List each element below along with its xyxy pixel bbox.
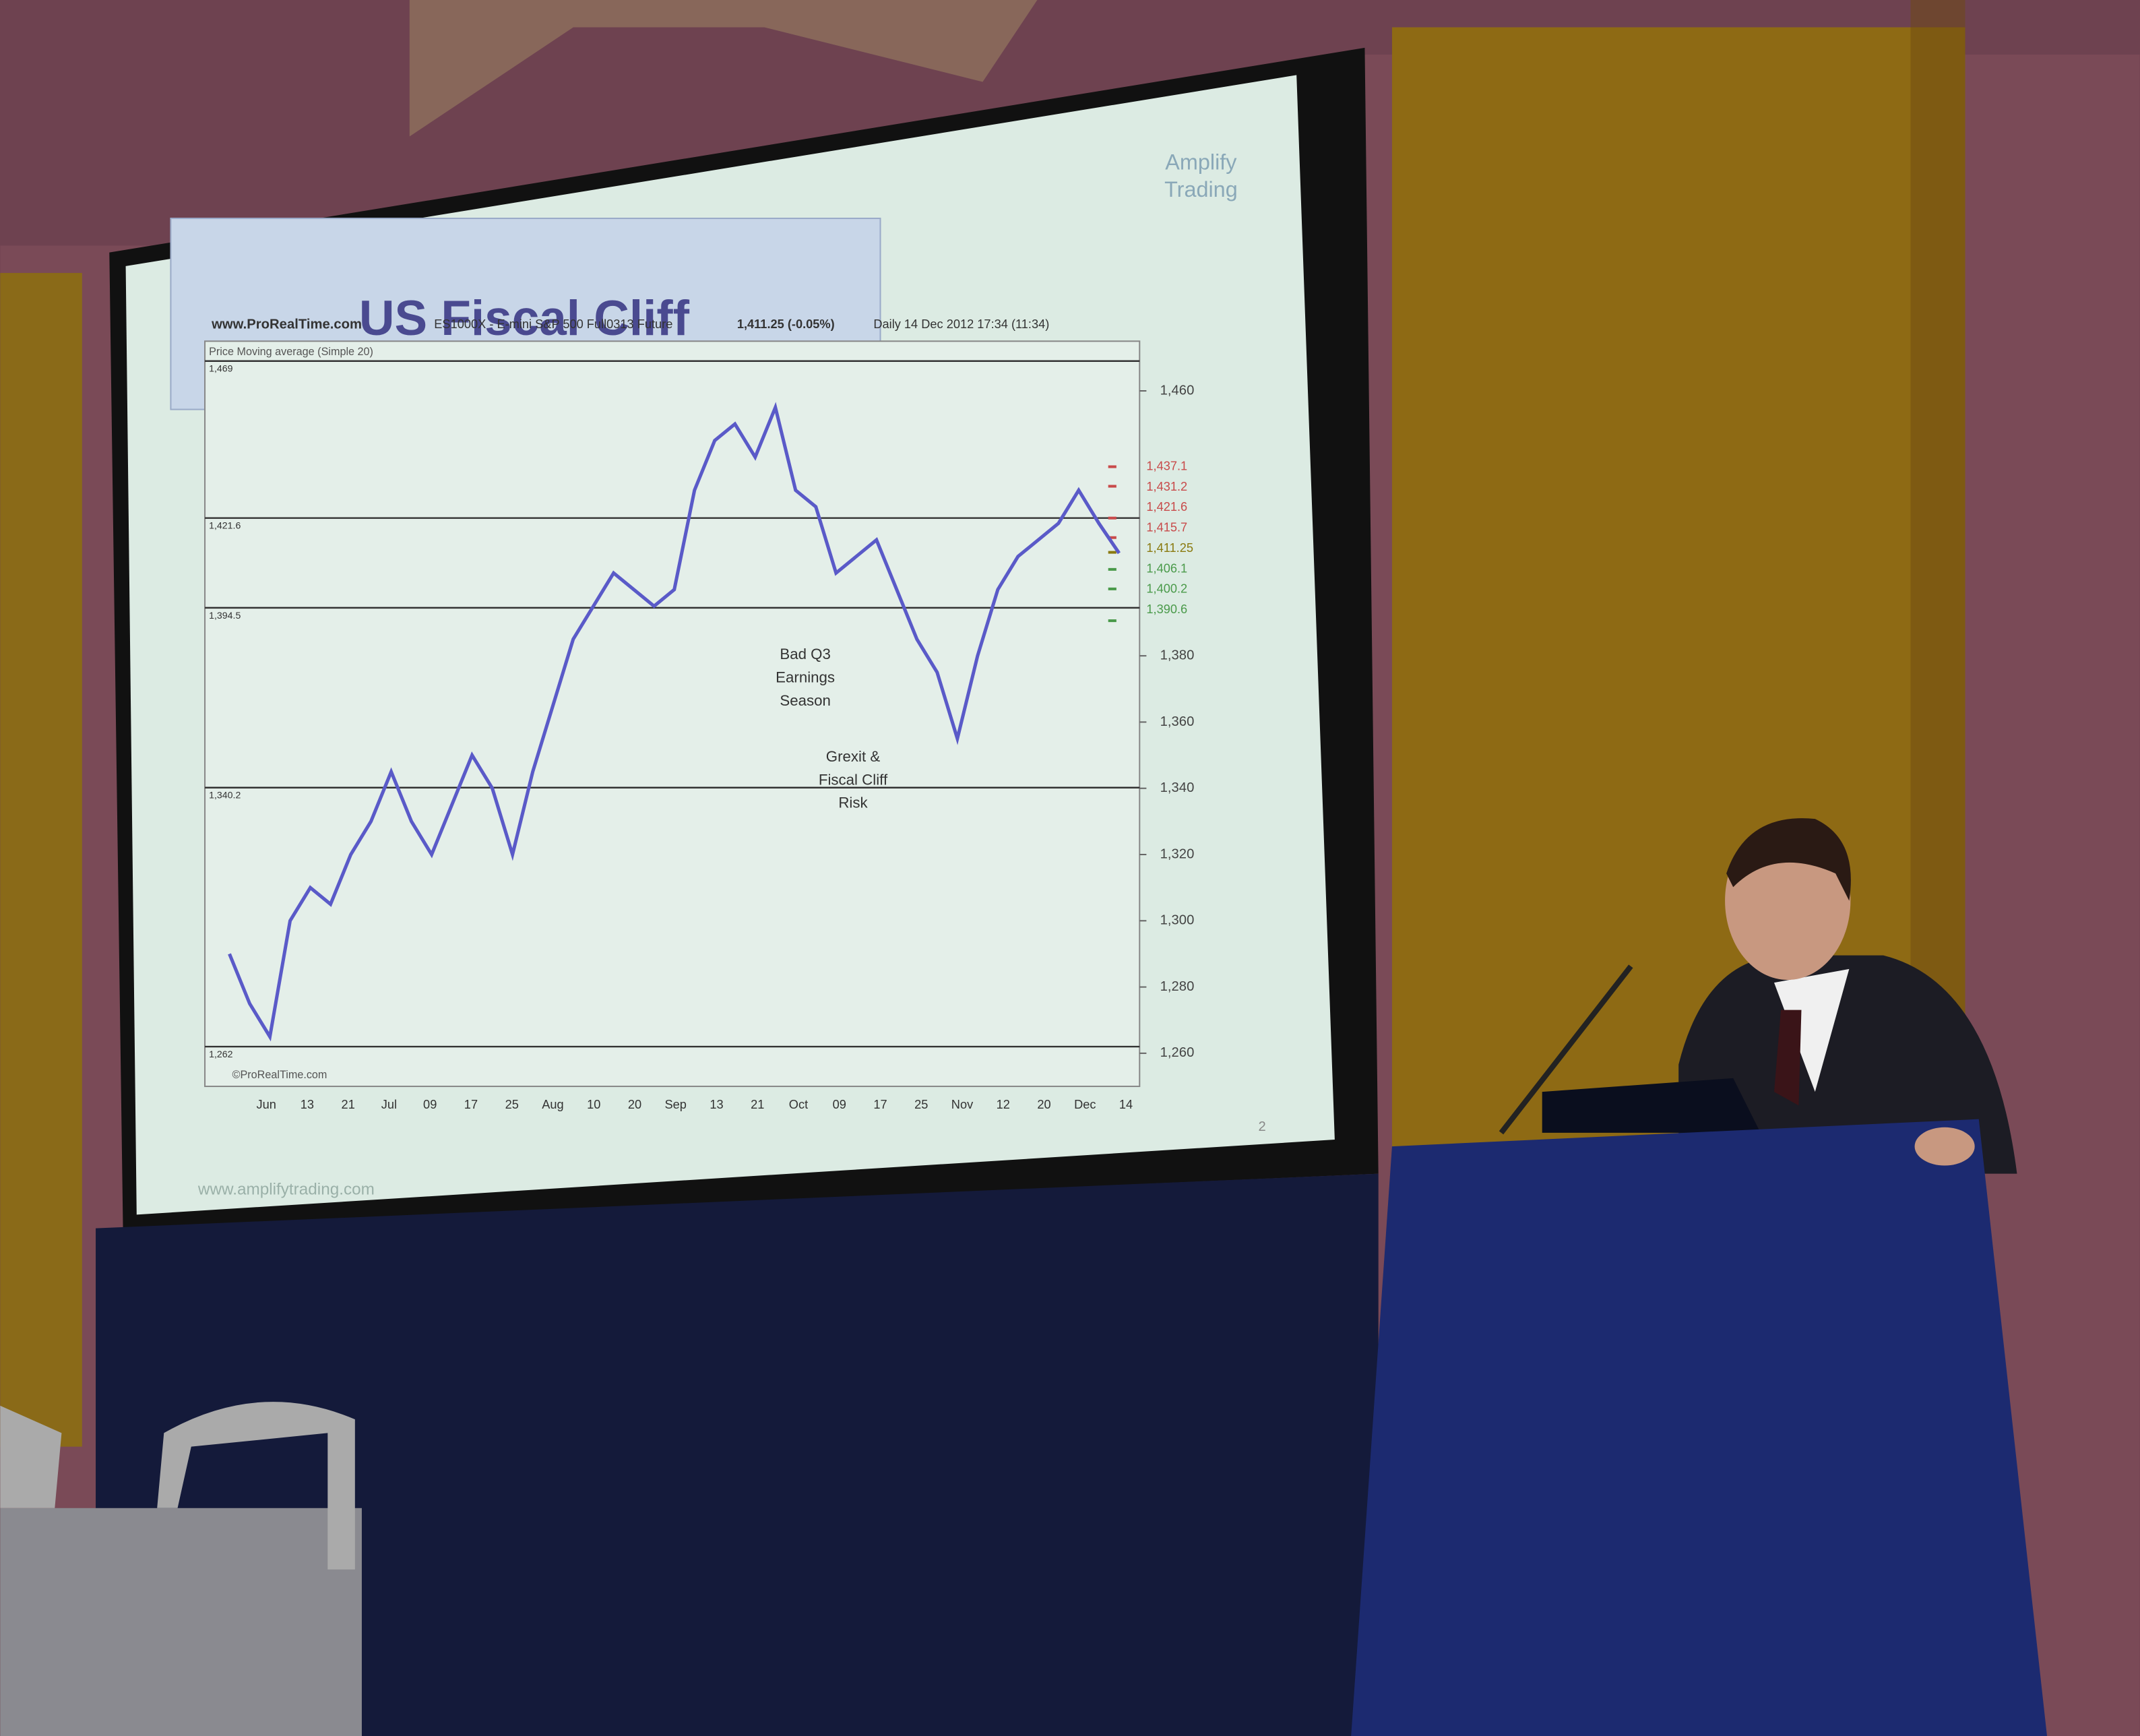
level-label: 1,431.2	[1146, 480, 1187, 493]
laptop	[1542, 1078, 1761, 1133]
x-tick-label: 09	[423, 1098, 437, 1111]
level-label: 1,415.7	[1146, 521, 1187, 534]
y-tick-label: 1,260	[1160, 1045, 1195, 1060]
x-tick-label: 13	[710, 1098, 723, 1111]
level-line-label: 1,340.2	[209, 790, 241, 801]
annotation: Earnings	[776, 669, 835, 685]
level-label: 1,421.6	[1146, 500, 1187, 514]
y-tick-label: 1,380	[1160, 648, 1195, 662]
y-tick-label: 1,320	[1160, 846, 1195, 861]
annotation: Bad Q3	[780, 646, 831, 662]
level-label: 1,437.1	[1146, 459, 1187, 472]
microphone	[1499, 964, 1633, 1135]
chair	[157, 1402, 355, 1570]
x-tick-label: 20	[628, 1098, 641, 1111]
level-line-label: 1,262	[209, 1049, 233, 1060]
x-tick-label: Jun	[256, 1098, 276, 1111]
level-label: 1,411.25	[1146, 541, 1193, 555]
footer: www.amplifytrading.com	[197, 1180, 375, 1198]
instrument: ES1000X - E-mini S&P 500 Full0313 Future	[434, 317, 672, 331]
x-tick-label: 20	[1037, 1098, 1050, 1111]
x-tick-label: 25	[914, 1098, 928, 1111]
tie	[1773, 1010, 1802, 1106]
podium	[1351, 1119, 2048, 1736]
x-tick-label: Nov	[951, 1098, 974, 1111]
level-label: 1,390.6	[1146, 602, 1187, 616]
x-tick-label: Oct	[789, 1098, 808, 1111]
source: www.ProRealTime.com	[211, 317, 362, 332]
page-number: 2	[1258, 1119, 1265, 1134]
x-tick-label: 21	[751, 1098, 764, 1111]
y-tick-label: 1,340	[1160, 780, 1195, 795]
y-tick-label: 1,460	[1160, 383, 1195, 398]
x-tick-label: 17	[464, 1098, 478, 1111]
annotation: Season	[780, 692, 831, 709]
level-line-label: 1,394.5	[209, 611, 241, 621]
level-label: 1,406.1	[1146, 561, 1187, 575]
table	[0, 1508, 362, 1736]
copyright: ©ProRealTime.com	[232, 1069, 327, 1081]
logo: Trading	[1164, 177, 1238, 202]
annotation: Risk	[838, 795, 868, 811]
shirt	[1773, 968, 1850, 1092]
slide-title: US Fiscal Cliff	[359, 291, 690, 346]
x-tick-label: 13	[301, 1098, 314, 1111]
level-line-label: 1,469	[209, 364, 233, 375]
plot-area	[204, 340, 1141, 1088]
stage-skirt	[96, 1173, 1379, 1736]
period: Daily 14 Dec 2012 17:34 (11:34)	[873, 317, 1049, 331]
x-tick-label: 09	[833, 1098, 846, 1111]
x-tick-label: 14	[1119, 1098, 1133, 1111]
level-line-label: 1,421.6	[209, 521, 241, 532]
hand	[1914, 1127, 1975, 1166]
x-tick-label: Dec	[1074, 1098, 1096, 1111]
x-tick-label: 17	[873, 1098, 887, 1111]
x-tick-label: Aug	[542, 1098, 563, 1111]
hair	[1726, 818, 1851, 901]
annotation: Fiscal Cliff	[819, 771, 888, 788]
x-tick-label: 25	[505, 1098, 519, 1111]
y-tick-label: 1,360	[1160, 714, 1195, 729]
level-label: 1,400.2	[1146, 582, 1187, 596]
price-line	[228, 402, 1121, 1042]
x-tick-label: 21	[342, 1098, 355, 1111]
x-tick-label: Sep	[665, 1098, 687, 1111]
annotation: Grexit &	[826, 748, 881, 765]
y-tick-label: 1,300	[1160, 913, 1195, 928]
x-tick-label: Jul	[381, 1098, 397, 1111]
curtain-left	[0, 273, 82, 1447]
ornament	[409, 0, 1038, 137]
indicator: Price Moving average (Simple 20)	[209, 346, 373, 358]
y-tick-label: 1,280	[1160, 979, 1195, 994]
x-tick-label: 10	[587, 1098, 600, 1111]
last-price: 1,411.25 (-0.05%)	[737, 317, 835, 331]
chair	[0, 1405, 62, 1508]
speaker-body	[1678, 955, 2017, 1174]
x-tick-label: 12	[997, 1098, 1010, 1111]
logo: Amplify	[1165, 150, 1237, 175]
